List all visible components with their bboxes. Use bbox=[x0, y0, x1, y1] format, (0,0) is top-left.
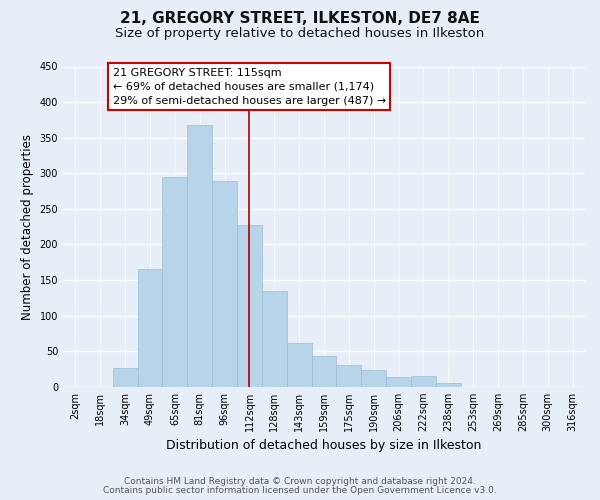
Bar bbox=[337, 364, 361, 387]
Text: 21 GREGORY STREET: 115sqm
← 69% of detached houses are smaller (1,174)
29% of se: 21 GREGORY STREET: 115sqm ← 69% of detac… bbox=[113, 68, 386, 106]
Bar bbox=[287, 344, 311, 387]
Bar bbox=[411, 376, 436, 387]
Bar bbox=[137, 270, 163, 387]
Text: 21, GREGORY STREET, ILKESTON, DE7 8AE: 21, GREGORY STREET, ILKESTON, DE7 8AE bbox=[120, 11, 480, 26]
Bar bbox=[163, 177, 187, 387]
Bar bbox=[113, 368, 137, 387]
Text: Contains public sector information licensed under the Open Government Licence v3: Contains public sector information licen… bbox=[103, 486, 497, 495]
Bar bbox=[187, 125, 212, 387]
Bar bbox=[212, 181, 237, 387]
Bar bbox=[262, 290, 287, 387]
Bar bbox=[361, 370, 386, 387]
Bar bbox=[386, 377, 411, 387]
X-axis label: Distribution of detached houses by size in Ilkeston: Distribution of detached houses by size … bbox=[166, 440, 482, 452]
Bar bbox=[311, 356, 337, 387]
Bar bbox=[237, 224, 262, 387]
Text: Contains HM Land Registry data © Crown copyright and database right 2024.: Contains HM Land Registry data © Crown c… bbox=[124, 477, 476, 486]
Y-axis label: Number of detached properties: Number of detached properties bbox=[21, 134, 34, 320]
Bar bbox=[436, 382, 461, 387]
Text: Size of property relative to detached houses in Ilkeston: Size of property relative to detached ho… bbox=[115, 28, 485, 40]
